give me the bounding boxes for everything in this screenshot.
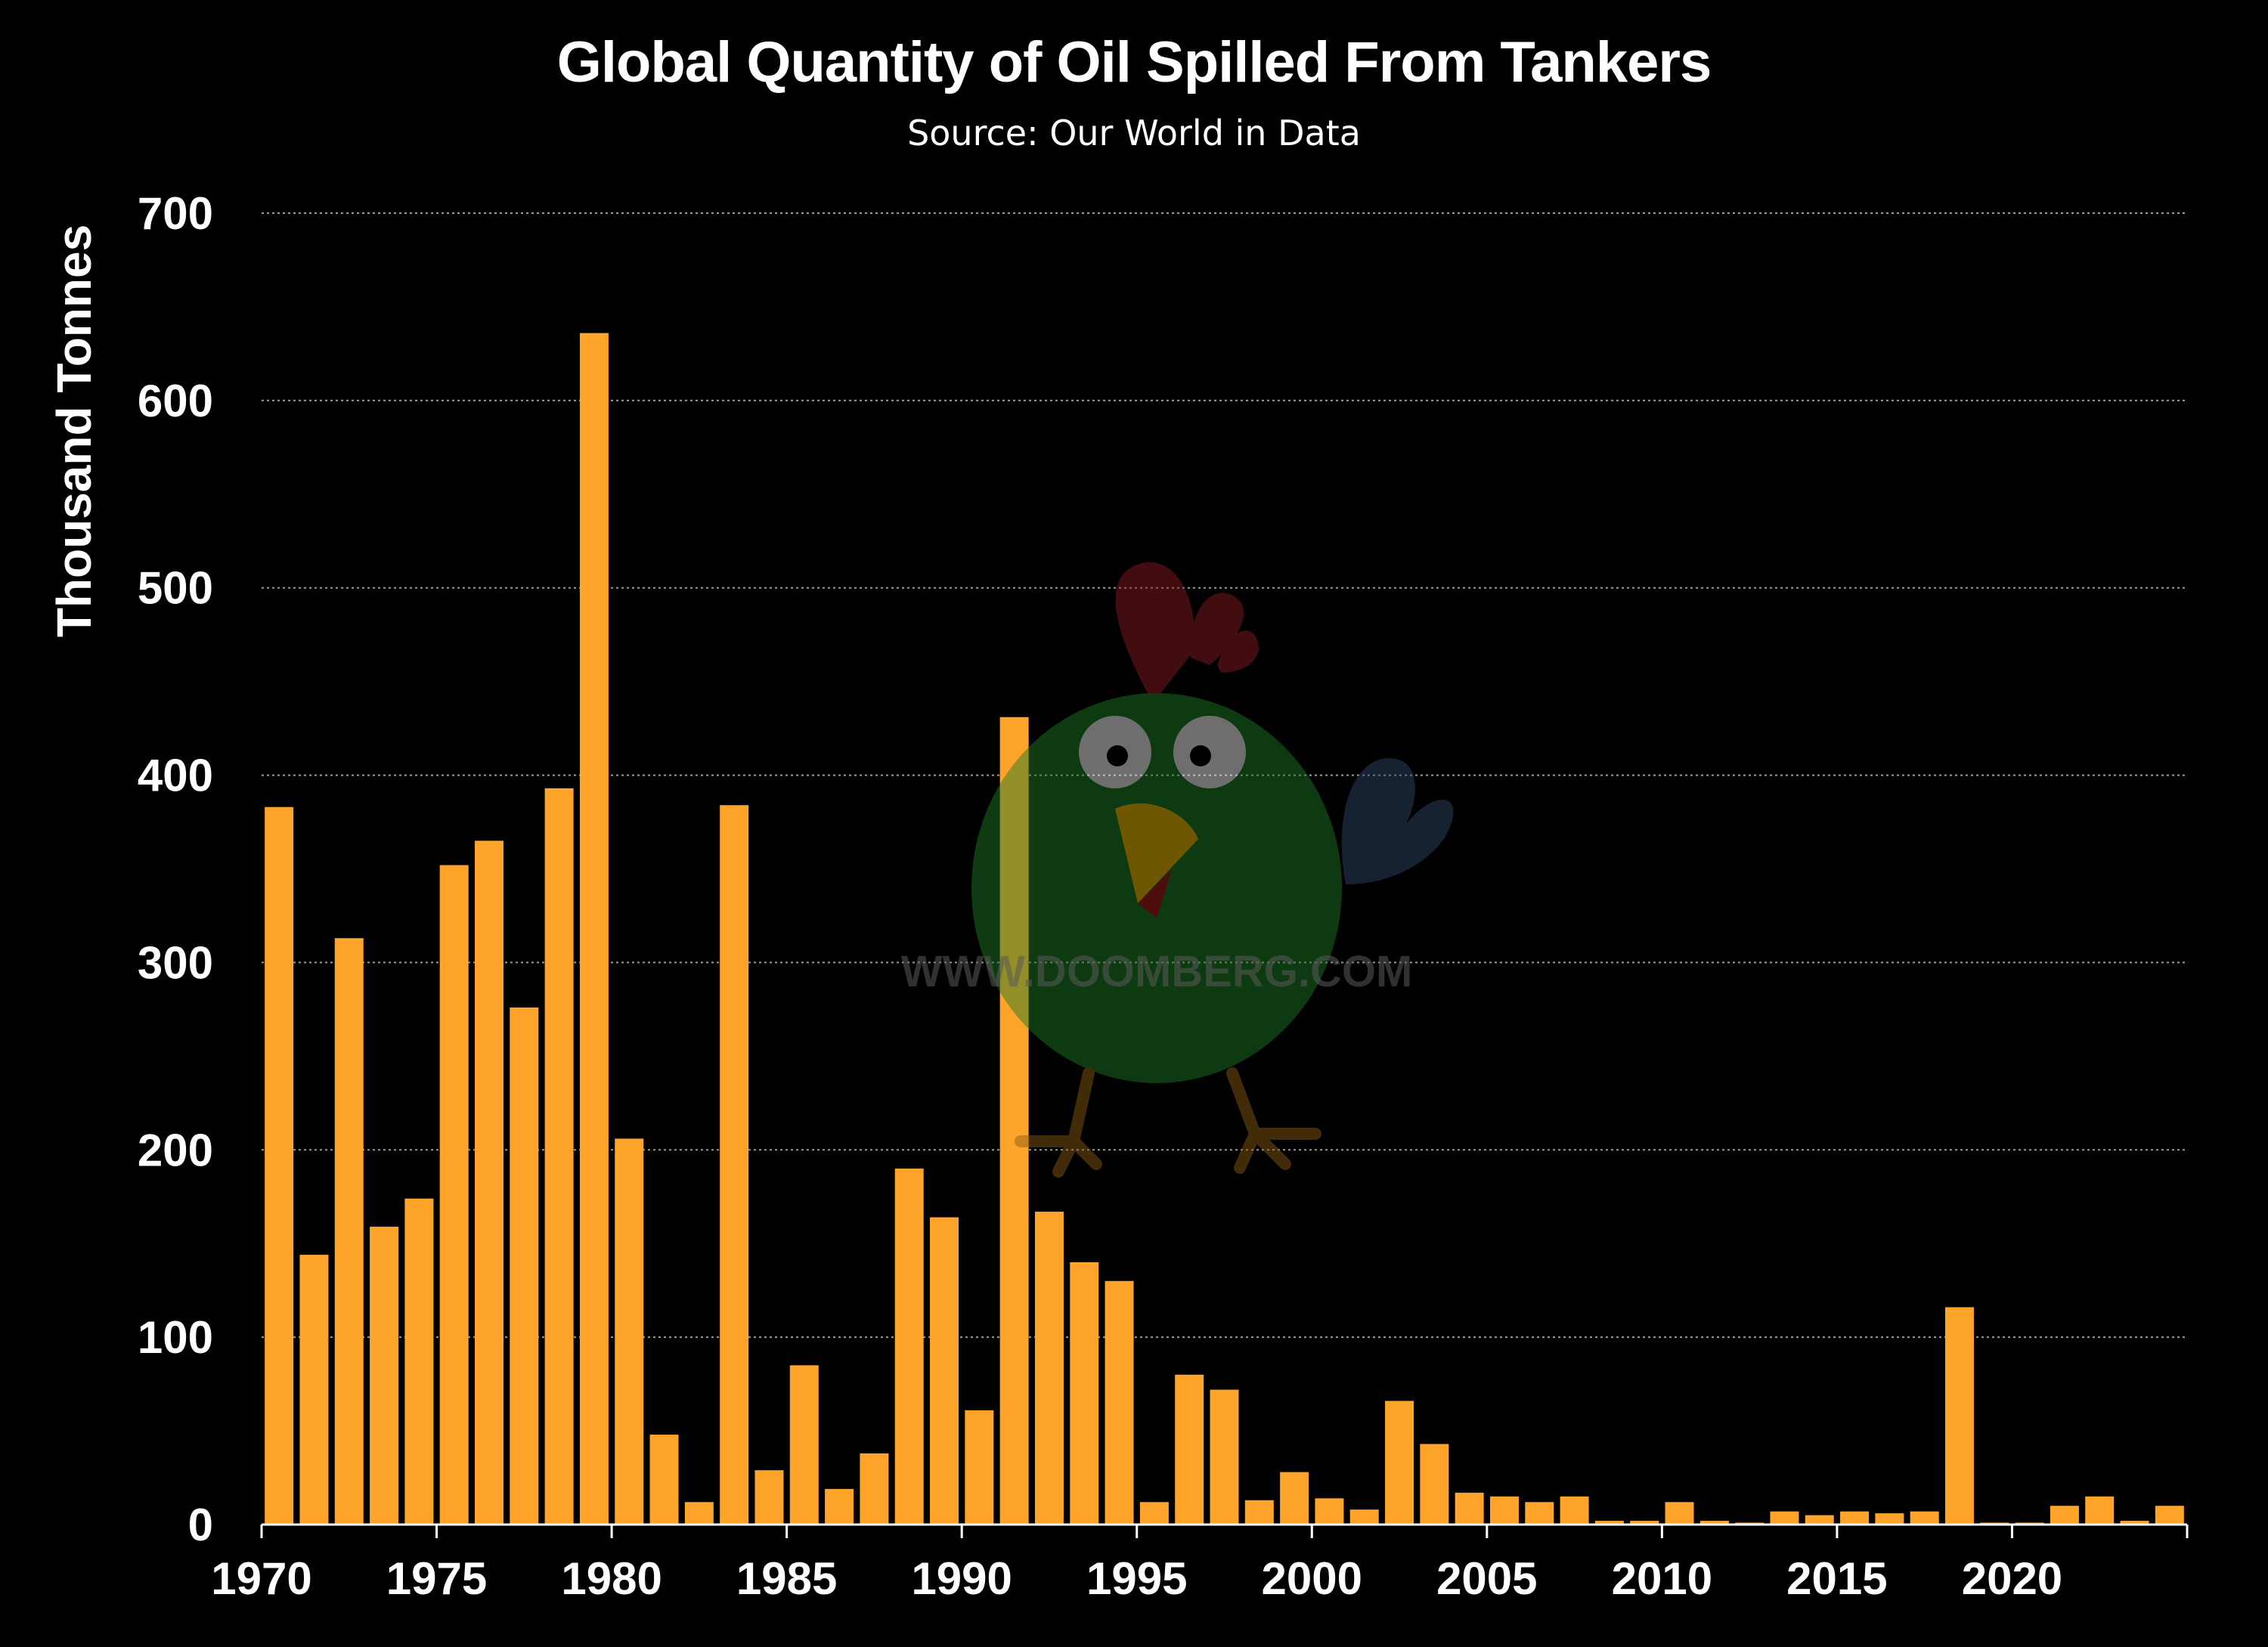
x-tick-label: 2000	[1262, 1553, 1362, 1604]
bar-1971	[299, 1255, 329, 1525]
y-tick-label: 500	[138, 563, 213, 614]
x-tick-label: 2005	[1436, 1553, 1537, 1604]
bar-2024	[2155, 1506, 2184, 1525]
bar-1975	[439, 865, 469, 1525]
bar-2011	[1699, 1521, 1729, 1525]
y-tick-label: 600	[138, 376, 213, 426]
bar-1983	[720, 805, 749, 1525]
x-tick-label: 1970	[211, 1553, 311, 1604]
bar-1988	[894, 1169, 924, 1525]
bar-2013	[1770, 1511, 1799, 1525]
bar-1980	[615, 1138, 644, 1525]
bar-1989	[930, 1217, 959, 1525]
bar-1982	[684, 1502, 714, 1525]
watermark-text: WWW.DOOMBERG.COM	[901, 947, 1413, 996]
bar-1993	[1070, 1262, 1099, 1525]
y-axis-label: Thousand Tonnes	[47, 224, 101, 637]
bar-1977	[510, 1007, 539, 1525]
x-tick-label: 2010	[1612, 1553, 1712, 1604]
bar-2005	[1489, 1496, 1519, 1525]
bar-1994	[1105, 1280, 1134, 1525]
bar-2003	[1420, 1444, 1449, 1525]
y-tick-label: 700	[138, 188, 213, 239]
bar-1990	[965, 1410, 994, 1525]
x-tick-label: 1980	[561, 1553, 662, 1604]
bar-1973	[370, 1226, 399, 1525]
bar-2014	[1805, 1515, 1834, 1525]
bar-2015	[1840, 1511, 1870, 1525]
bar-1981	[649, 1435, 679, 1525]
chart-subtitle: Source: Our World in Data	[907, 113, 1361, 153]
bar-2008	[1594, 1521, 1624, 1525]
bar-2006	[1525, 1502, 1554, 1525]
y-tick-label: 300	[138, 937, 213, 988]
bar-1998	[1244, 1500, 1274, 1525]
bar-1999	[1280, 1472, 1309, 1525]
bar-1979	[579, 333, 609, 1525]
bar-1995	[1139, 1502, 1169, 1525]
bar-1984	[754, 1470, 784, 1525]
chart-title: Global Quantity of Oil Spilled From Tank…	[557, 30, 1711, 94]
bar-2002	[1385, 1401, 1414, 1525]
bar-2000	[1315, 1498, 1344, 1525]
bar-1978	[544, 788, 574, 1525]
bar-2016	[1875, 1513, 1904, 1525]
bar-1991	[999, 717, 1029, 1525]
x-axis-ticks: 1970 1975 1980 1985 1990 1995 2000 2005 2010 2015…	[211, 1525, 2189, 1604]
y-tick-label: 200	[138, 1125, 213, 1175]
bar-1970	[265, 806, 294, 1525]
bar-2009	[1630, 1521, 1659, 1525]
x-tick-label: 1985	[736, 1553, 837, 1604]
x-tick-label: 2015	[1786, 1553, 1887, 1604]
bar-1986	[825, 1488, 854, 1525]
bar-1974	[404, 1198, 434, 1525]
x-tick-label: 1990	[911, 1553, 1012, 1604]
x-tick-label: 1975	[386, 1553, 487, 1604]
bar-2017	[1910, 1511, 1939, 1525]
bar-1996	[1175, 1374, 1204, 1525]
bar-1976	[475, 841, 503, 1525]
bar-1972	[334, 938, 364, 1525]
bar-1987	[860, 1453, 889, 1525]
bar-2018	[1945, 1307, 1974, 1525]
doomberg-chicken-logo-icon	[971, 562, 1454, 1178]
bar-1985	[789, 1365, 819, 1525]
bar-2023	[2120, 1521, 2149, 1525]
x-tick-label: 1995	[1086, 1553, 1187, 1604]
gridlines	[262, 212, 2187, 1339]
bar-2010	[1665, 1502, 1694, 1525]
y-axis-ticks: 0 100 200 300 400 500 600 700	[138, 188, 213, 1550]
bar-1997	[1210, 1389, 1239, 1525]
bar-1992	[1034, 1212, 1064, 1525]
y-tick-label: 0	[188, 1500, 213, 1550]
x-tick-label: 2020	[1962, 1553, 2062, 1604]
bar-2021	[2050, 1506, 2079, 1525]
bar-2001	[1349, 1509, 1379, 1525]
y-tick-label: 400	[138, 751, 213, 801]
bars	[265, 333, 2184, 1525]
bar-2022	[2085, 1496, 2115, 1525]
y-tick-label: 100	[138, 1312, 213, 1363]
bar-2007	[1560, 1496, 1589, 1525]
bar-2004	[1455, 1492, 1484, 1525]
